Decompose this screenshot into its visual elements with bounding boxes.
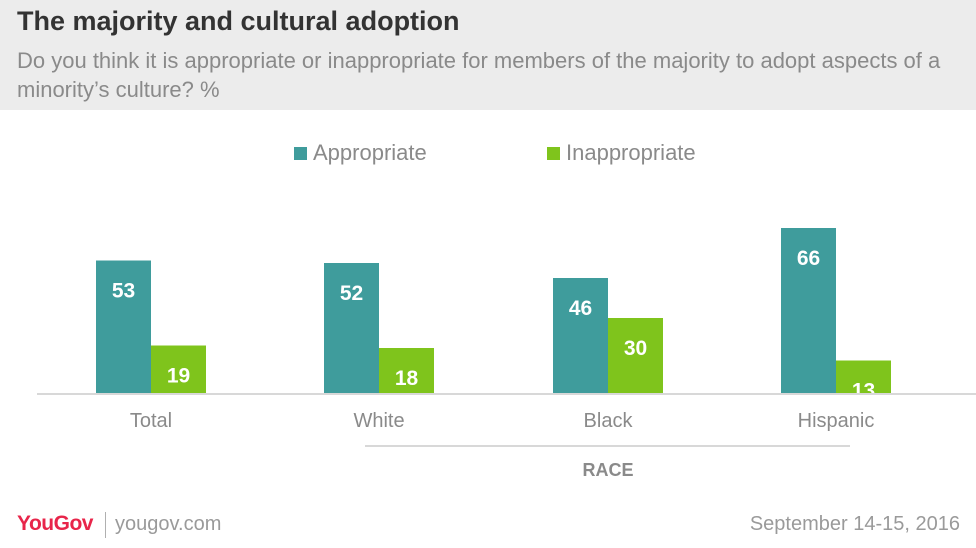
bar-inappropriate-black <box>608 318 663 393</box>
data-label-inappropriate-black: 30 <box>624 337 647 360</box>
bar-inappropriate-white <box>379 348 434 393</box>
legend-label-appropriate: Appropriate <box>313 140 427 165</box>
bar-inappropriate-hispanic <box>836 360 891 393</box>
x-tick-label-hispanic: Hispanic <box>798 410 875 432</box>
survey-date: September 14-15, 2016 <box>749 513 960 535</box>
legend-item-appropriate: Appropriate <box>294 140 427 166</box>
data-label-appropriate-hispanic: 66 <box>797 247 820 270</box>
data-label-inappropriate-hispanic: 13 <box>852 380 875 403</box>
data-label-appropriate-black: 46 <box>569 297 592 320</box>
data-label-appropriate-white: 52 <box>340 282 363 305</box>
x-tick-label-black: Black <box>584 410 634 432</box>
bar-appropriate-black <box>553 278 608 393</box>
chart-subtitle: Do you think it is appropriate or inappr… <box>17 48 941 102</box>
legend: Appropriate Inappropriate <box>0 140 976 170</box>
legend-swatch-appropriate <box>294 146 307 160</box>
bar-inappropriate-total <box>151 345 206 393</box>
group-label-race: RACE <box>582 460 633 480</box>
footer-site-link[interactable]: yougov.com <box>115 513 222 535</box>
legend-label-inappropriate: Inappropriate <box>566 140 696 165</box>
legend-swatch-inappropriate <box>547 146 560 160</box>
bar-appropriate-hispanic <box>781 228 836 393</box>
footer-divider <box>105 512 106 538</box>
data-label-inappropriate-total: 19 <box>167 365 190 388</box>
x-tick-label-white: White <box>353 410 404 432</box>
x-tick-label-total: Total <box>130 410 172 432</box>
legend-item-inappropriate: Inappropriate <box>547 140 696 166</box>
data-label-inappropriate-white: 18 <box>395 367 419 390</box>
data-label-appropriate-total: 53 <box>112 280 135 303</box>
yougov-logo: YouGov <box>17 512 93 535</box>
bar-appropriate-white <box>324 263 379 393</box>
header-band: The majority and cultural adoption Do yo… <box>0 0 976 110</box>
chart-title: The majority and cultural adoption <box>17 6 460 36</box>
bar-appropriate-total <box>96 260 151 393</box>
